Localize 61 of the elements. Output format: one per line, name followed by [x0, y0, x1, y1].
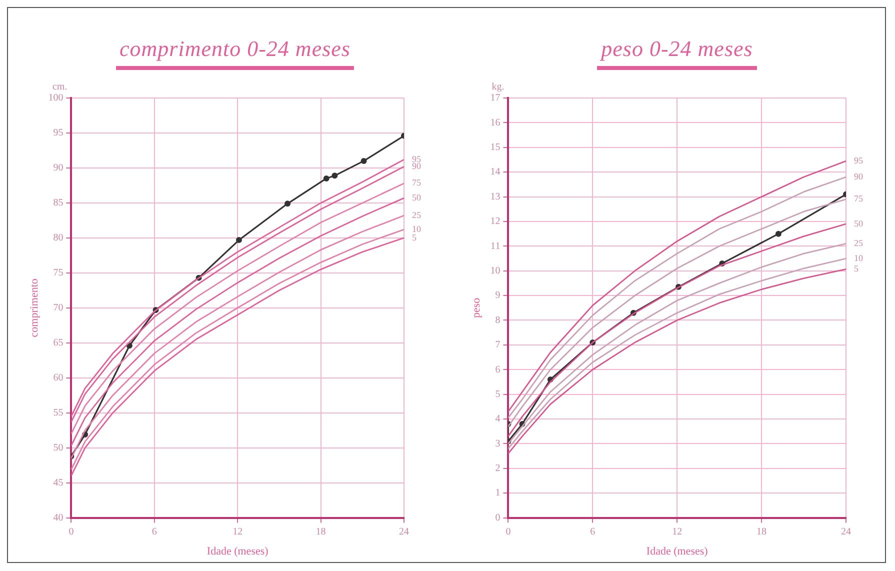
x-tick-label: 24 — [841, 526, 851, 538]
x-tick-label: 18 — [756, 526, 767, 538]
y-tick-label: 55 — [53, 407, 64, 418]
y-tick-label: 45 — [53, 477, 64, 488]
x-axis-title: Idade (meses) — [206, 545, 269, 558]
y-tick-label: 11 — [490, 240, 500, 252]
series-label: 10 — [854, 252, 864, 263]
y-tick-label: 0 — [495, 512, 500, 524]
y-tick-label: 95 — [53, 128, 64, 139]
chart-title: comprimento 0-24 meses — [116, 36, 354, 70]
y-tick-label: 8 — [495, 314, 500, 326]
text: cm. — [52, 82, 68, 93]
y-tick-label: 70 — [53, 302, 64, 314]
x-tick-label: 12 — [672, 526, 682, 538]
series-label: 50 — [854, 218, 864, 228]
series-label: 90 — [854, 171, 864, 182]
x-axis-title: Idade (meses) — [646, 545, 708, 558]
y-tick-label: 6 — [495, 364, 500, 376]
series-label: 75 — [854, 194, 864, 204]
x-tick-label: 24 — [399, 526, 409, 538]
y-tick-label: 40 — [53, 512, 64, 524]
y-tick-label: 75 — [53, 268, 64, 279]
y-tick-label: 1 — [495, 488, 500, 499]
y-tick-label: 85 — [53, 198, 64, 209]
x-tick-label: 0 — [68, 526, 74, 538]
x-tick-label: 6 — [590, 526, 596, 538]
series-label: 5 — [412, 232, 417, 242]
x-tick-label: 18 — [316, 526, 326, 538]
x-tick-label: 0 — [506, 526, 511, 538]
series-label: 75 — [412, 178, 422, 188]
series-label: 10 — [412, 224, 422, 234]
series-label: 5 — [854, 263, 859, 274]
series-label: 25 — [854, 238, 864, 248]
y-tick-label: 13 — [490, 191, 500, 202]
y-axis-title: peso — [470, 297, 482, 318]
x-tick-label: 6 — [152, 526, 157, 538]
text: kg. — [492, 82, 504, 93]
y-tick-label: 80 — [53, 232, 64, 244]
y-tick-label: 9 — [495, 290, 500, 302]
y-tick-label: 12 — [490, 216, 500, 228]
y-tick-label: 3 — [495, 438, 500, 450]
y-tick-label: 4 — [495, 414, 500, 425]
y-tick-label: 100 — [48, 92, 64, 104]
y-tick-label: 50 — [53, 442, 64, 454]
y-tick-label: 60 — [53, 372, 64, 384]
y-tick-label: 2 — [495, 463, 500, 474]
y-tick-label: 10 — [490, 265, 500, 276]
y-tick-label: 17 — [490, 92, 500, 104]
y-tick-label: 90 — [53, 162, 64, 174]
y-tick-label: 7 — [495, 340, 500, 351]
series-label: 50 — [412, 192, 422, 202]
x-tick-label: 12 — [232, 526, 243, 538]
y-tick-label: 65 — [53, 338, 64, 349]
chart-title: peso 0-24 meses — [597, 36, 757, 70]
y-tick-label: 14 — [490, 166, 500, 178]
y-axis-title: comprimento — [28, 278, 40, 338]
y-tick-label: 5 — [495, 388, 500, 400]
series-label: 95 — [854, 155, 864, 166]
y-tick-label: 15 — [490, 142, 500, 154]
y-tick-label: 16 — [490, 117, 500, 128]
series-label: 25 — [412, 210, 422, 220]
